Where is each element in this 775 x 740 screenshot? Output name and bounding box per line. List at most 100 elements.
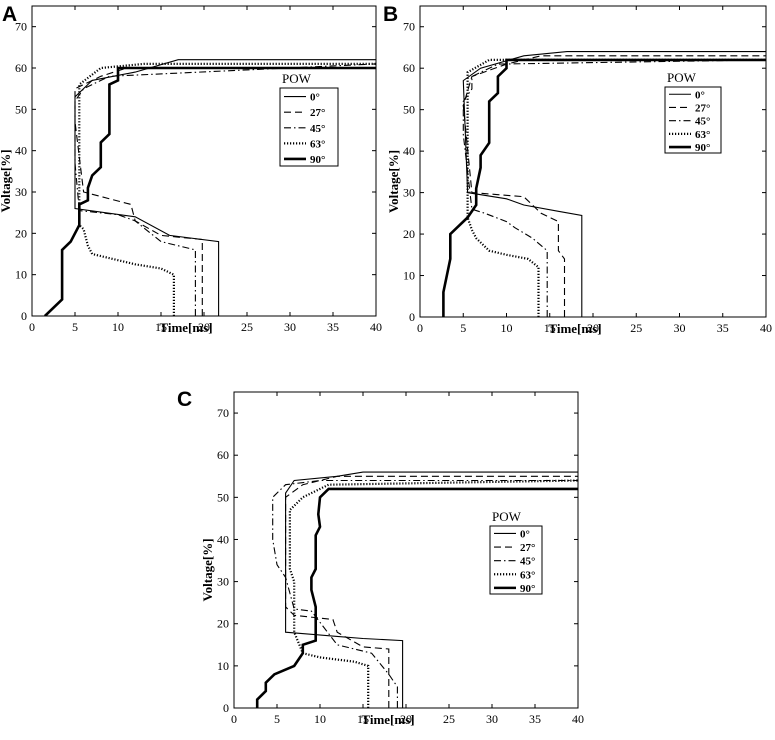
x-tick-label: 20 [587,321,599,335]
panel-letter-a: A [2,3,17,26]
legend-label-a-2: 45° [310,123,325,135]
y-tick-label: 70 [217,406,229,420]
legend: POW 0° 27° 45°63° 90° [489,509,543,595]
legend-box [664,86,722,154]
x-axis-label: Time[ms] [159,320,212,335]
y-tick-label: 50 [403,103,415,117]
x-tick-label: 0 [29,320,35,334]
y-tick-label: 60 [217,448,229,462]
x-tick-label: 15 [155,320,167,334]
x-tick-label: 25 [630,321,642,335]
x-tick-label: 40 [572,712,584,726]
legend-label-b-4: 90° [695,142,710,154]
y-tick-label: 0 [409,310,415,324]
series-line-b-4 [442,58,766,317]
y-tick-label: 30 [217,575,229,589]
y-tick-label: 50 [15,102,27,116]
series-group [44,59,376,316]
x-tick-label: 35 [327,320,339,334]
y-tick-label: 70 [15,20,27,34]
legend-label-c-2: 45° [520,556,535,568]
x-tick-label: 40 [370,320,382,334]
x-tick-label: 25 [241,320,253,334]
legend-label-a-3: 63° [310,138,325,150]
panel-letter-b: B [383,3,398,26]
legend-box [279,87,339,167]
series-line-b-1 [462,55,766,317]
x-tick-label: 0 [231,712,237,726]
x-tick-label: 10 [112,320,124,334]
legend-label-b-0: 0° [695,89,705,101]
y-tick-label: 20 [403,227,415,241]
y-axis-label: Voltage[%] [386,150,401,213]
x-tick-label: 15 [357,712,369,726]
chart-panel-b: B 0 5 10 15 20 25 30 35 40 0 10 20 30 40 50 60 70 Time[ms… [383,3,772,336]
x-tick-label: 40 [760,321,772,335]
series-line-a-3 [78,62,376,316]
y-tick-label: 60 [403,61,415,75]
y-tick-label: 0 [223,701,229,715]
x-tick-label: 30 [486,712,498,726]
series-group [442,51,766,317]
series-line-c-4 [255,487,578,708]
x-tick-label: 0 [417,321,423,335]
legend-label-c-3: 63° [520,569,535,581]
y-tick-label: 40 [403,144,415,158]
series-group [255,471,578,708]
x-tick-label: 20 [198,320,210,334]
y-tick-label: 10 [403,269,415,283]
x-tick-label: 35 [529,712,541,726]
x-tick-label: 30 [284,320,296,334]
x-tick-label: 10 [314,712,326,726]
x-tick-label: 5 [72,320,78,334]
x-tick-label: 25 [443,712,455,726]
chart-panel-c: C 0 5 10 15 20 25 30 35 40 0 10 20 30 40 50 60 70 Time[ms… [177,388,584,727]
y-tick-label: 10 [217,659,229,673]
series-line-c-1 [285,475,578,708]
y-tick-label: 20 [15,226,27,240]
y-tick-label: 20 [217,617,229,631]
y-axis-label: Voltage[%] [0,149,13,212]
legend-label-a-4: 90° [310,154,325,166]
legend-label-b-2: 45° [695,116,710,128]
x-tick-label: 20 [400,712,412,726]
legend-title: POW [282,71,312,86]
x-tick-label: 30 [674,321,686,335]
series-line-c-2 [272,479,578,708]
y-tick-label: 0 [21,309,27,323]
legend-title: POW [667,70,697,85]
series-line-b-3 [466,58,766,317]
x-axis-label: Time[ms] [548,321,601,336]
y-tick-label: 30 [15,185,27,199]
legend-label-c-0: 0° [520,528,530,540]
x-axis-label: Time[ms] [361,712,414,727]
legend-label-b-3: 63° [695,129,710,141]
series-line-c-3 [288,479,578,708]
y-axis-label: Voltage[%] [200,538,215,601]
legend-title: POW [492,509,522,524]
y-tick-label: 30 [403,186,415,200]
y-tick-label: 60 [15,61,27,75]
legend-label-b-1: 27° [695,102,710,114]
legend-label-a-0: 0° [310,92,320,104]
legend-label-a-1: 27° [310,107,325,119]
chart-panel-a: A 0 5 10 15 20 25 30 35 40 0 10 20 30 40 50 60 70 Time[ms… [0,3,382,335]
y-tick-label: 40 [15,144,27,158]
legend-label-c-4: 90° [520,583,535,595]
x-tick-label: 15 [544,321,556,335]
x-tick-label: 35 [717,321,729,335]
y-tick-label: 10 [15,268,27,282]
legend: POW 0° 27° 45° 63° 90° [279,71,339,167]
x-tick-label: 5 [460,321,466,335]
y-tick-label: 50 [217,490,229,504]
legend: POW 0°27° 45°63°90° [664,70,722,154]
legend-box [489,525,543,595]
y-tick-label: 70 [403,20,415,34]
series-line-a-1 [74,67,376,316]
x-tick-label: 5 [274,712,280,726]
legend-label-c-1: 27° [520,542,535,554]
series-line-a-4 [44,66,376,316]
x-tick-label: 10 [501,321,513,335]
y-tick-label: 40 [217,532,229,546]
